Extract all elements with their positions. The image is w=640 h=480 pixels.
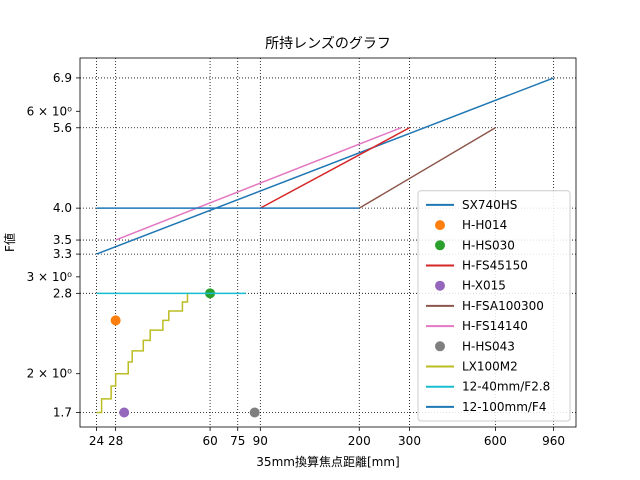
x-tick-label: 300 — [398, 434, 421, 448]
legend-marker — [435, 280, 445, 291]
x-tick-label: 28 — [108, 434, 123, 448]
x-tick-label: 75 — [230, 434, 245, 448]
legend-label: H-FS45150 — [462, 259, 528, 273]
series-h-fsa100300-line — [358, 127, 496, 209]
legend-label: SX740HS — [462, 198, 517, 212]
series-h-hs043-point — [249, 407, 260, 418]
y-tick-label: 4.0 — [53, 201, 72, 215]
legend-box — [417, 190, 571, 422]
series-h-x015-point — [119, 407, 130, 418]
x-tick-label: 960 — [542, 434, 565, 448]
legend-label: H-FS14140 — [462, 319, 528, 333]
legend-label: H-H014 — [462, 218, 507, 232]
y-axis-title: F値 — [2, 233, 17, 252]
legend-marker — [435, 220, 445, 231]
x-tick-label: 600 — [484, 434, 507, 448]
x-tick-label: 200 — [348, 434, 371, 448]
series-sx740hs-line — [96, 77, 554, 255]
legend-marker — [435, 240, 445, 251]
plot-frame — [79, 57, 577, 428]
series-h-fs14140-line — [115, 127, 402, 241]
legend-label: H-HS043 — [462, 339, 515, 353]
legend-label: H-HS030 — [462, 238, 515, 252]
legend-label: H-FSA100300 — [462, 299, 544, 313]
x-tick-label: 24 — [89, 434, 104, 448]
series-h-h014-point — [110, 315, 121, 326]
legend-marker — [435, 341, 445, 352]
y-tick-label: 1.7 — [53, 406, 72, 420]
y-tick-label: 3.5 — [53, 233, 72, 247]
series-lx100m2-line — [96, 293, 189, 414]
x-axis-title: 35mm換算焦点距離[mm] — [256, 454, 399, 469]
y-log-tick-label: 2 × 10⁰ — [27, 367, 73, 381]
legend-label: LX100M2 — [462, 360, 518, 374]
legend-label: H-X015 — [462, 279, 506, 293]
x-tick-label: 60 — [202, 434, 217, 448]
y-tick-label: 5.6 — [53, 121, 72, 135]
y-log-tick-label: 6 × 10⁰ — [27, 104, 73, 118]
series-h-fs45150-line — [259, 127, 410, 209]
y-log-tick-label: 3 × 10⁰ — [27, 270, 73, 284]
y-tick-label: 3.3 — [53, 247, 72, 261]
x-tick-label: 90 — [253, 434, 268, 448]
legend-label: 12-100mm/F4 — [462, 400, 546, 414]
y-tick-label: 2.8 — [53, 286, 72, 300]
chart-title: 所持レンズのグラフ — [265, 36, 391, 52]
legend-label: 12-40mm/F2.8 — [462, 380, 550, 394]
y-tick-label: 6.9 — [53, 71, 72, 85]
